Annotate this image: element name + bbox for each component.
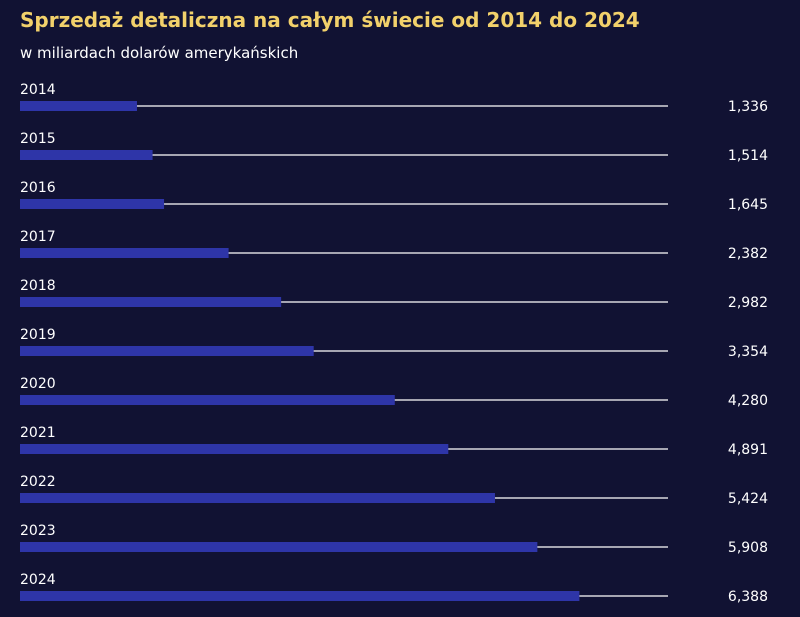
value-label-2019: 3,354 [728, 344, 768, 360]
year-label-2016: 2016 [20, 180, 56, 196]
year-label-2024: 2024 [20, 572, 56, 588]
year-label-2021: 2021 [20, 425, 56, 441]
year-label-2014: 2014 [20, 82, 56, 98]
bar-2021 [20, 444, 449, 454]
value-label-2018: 2,982 [728, 295, 768, 311]
chart-title: Sprzedaż detaliczna na całym świecie od … [20, 8, 640, 32]
value-label-2017: 2,382 [728, 246, 768, 262]
bar-2014 [20, 101, 137, 111]
year-label-2015: 2015 [20, 131, 56, 147]
bar-2022 [20, 493, 495, 503]
bar-2015 [20, 150, 153, 160]
chart-subtitle: w miliardach dolarów amerykańskich [20, 44, 299, 62]
value-label-2020: 4,280 [728, 393, 768, 409]
value-label-2014: 1,336 [728, 99, 768, 115]
value-label-2024: 6,388 [728, 589, 768, 605]
value-label-2023: 5,908 [728, 540, 768, 556]
value-label-2021: 4,891 [728, 442, 768, 458]
bar-2016 [20, 199, 165, 209]
year-label-2019: 2019 [20, 327, 56, 343]
value-label-2022: 5,424 [728, 491, 768, 507]
year-label-2018: 2018 [20, 278, 56, 294]
bar-2024 [20, 591, 580, 601]
value-label-2015: 1,514 [728, 148, 768, 164]
bar-2023 [20, 542, 538, 552]
bar-2017 [20, 248, 229, 258]
value-label-2016: 1,645 [728, 197, 768, 213]
year-label-2017: 2017 [20, 229, 56, 245]
bar-2019 [20, 346, 314, 356]
year-label-2020: 2020 [20, 376, 56, 392]
year-label-2023: 2023 [20, 523, 56, 539]
year-label-2022: 2022 [20, 474, 56, 490]
bar-2018 [20, 297, 282, 307]
bar-2020 [20, 395, 395, 405]
